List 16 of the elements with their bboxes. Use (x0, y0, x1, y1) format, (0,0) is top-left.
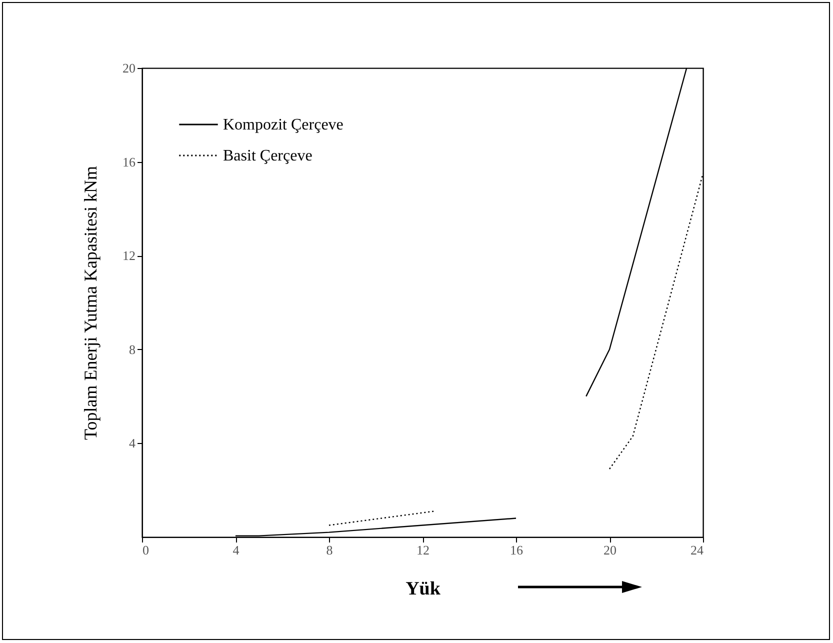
x-tick-label: 16 (510, 542, 524, 558)
y-axis-title: Toplam Enerji Yutma Kapasitesi kNm (80, 166, 100, 440)
y-tick-label: 8 (129, 342, 136, 357)
x-tick-label: 0 (142, 542, 149, 558)
x-tick-label: 12 (416, 542, 430, 558)
legend-label: Basit Çerçeve (223, 148, 312, 164)
y-tick-label: 12 (122, 248, 136, 264)
x-tick-label: 20 (604, 542, 616, 558)
y-tick-label: 16 (122, 154, 136, 170)
legend-label: Kompozit Çerçeve (223, 116, 344, 134)
x-axis-title: Yük (406, 578, 441, 600)
x-tick-label: 24 (690, 542, 704, 558)
x-tick-label: 8 (326, 542, 333, 558)
y-tick-label: 4 (129, 436, 136, 451)
x-tick-label: 4 (232, 542, 240, 558)
y-tick-label: 20 (122, 60, 136, 76)
